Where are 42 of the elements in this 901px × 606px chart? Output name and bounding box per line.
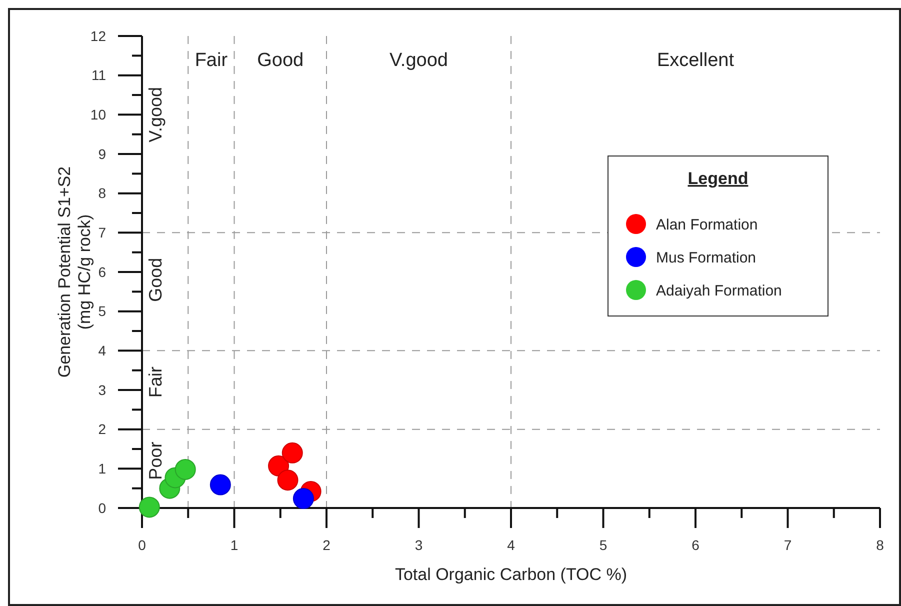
y-tick-label: 3 [98,382,106,398]
annotation: Good [257,50,304,71]
point [210,474,231,496]
point [138,496,160,518]
x-tick-label: 5 [599,537,608,553]
y-tick-label: 6 [98,264,106,280]
y-tick-label: 8 [98,185,106,202]
x-tick-label: 1 [230,537,238,553]
x-tick-label: 3 [414,537,423,553]
annotation: Poor [145,442,166,480]
x-tick-label: 6 [692,537,700,553]
y-tick-label: 2 [98,421,106,438]
y-tick-label: 4 [98,342,106,359]
legend-label: Adaiyah Formation [656,282,782,300]
y-tick-label: 10 [90,106,106,123]
x-tick-label: 7 [784,537,792,553]
point [282,442,303,464]
y-tick-label: 1 [98,460,106,477]
annotation: V.good [145,86,166,142]
annotation: Fair [145,366,166,398]
legend-label: Mus Formation [656,249,756,266]
point [174,458,196,480]
x-tick-label: 0 [138,537,146,553]
annotation: Excellent [656,50,735,71]
y-tick-label: 0 [98,500,106,516]
point [292,488,314,510]
x-tick-label: 2 [322,537,331,553]
annotation: V.good [390,50,448,71]
y-tick-label: 12 [90,28,106,44]
legend-label: Alan Formation [656,216,758,234]
annotation: Fair [194,50,228,71]
x-tick-label: 8 [876,537,884,553]
y-tick-label: 9 [98,146,106,162]
y-axis-title: Generation Potential S1+S2 (mg HC/g rock) [55,166,94,378]
x-axis-title: Total Organic Carbon (TOC %) [394,565,628,584]
annotation: Good [145,258,166,302]
x-tick-label: 4 [507,537,516,553]
legend-title: Legend [688,169,748,188]
y-tick-label: 7 [98,224,106,241]
y-tick-label: 11 [91,67,106,84]
point [277,470,298,491]
y-tick-label: 5 [98,303,106,320]
